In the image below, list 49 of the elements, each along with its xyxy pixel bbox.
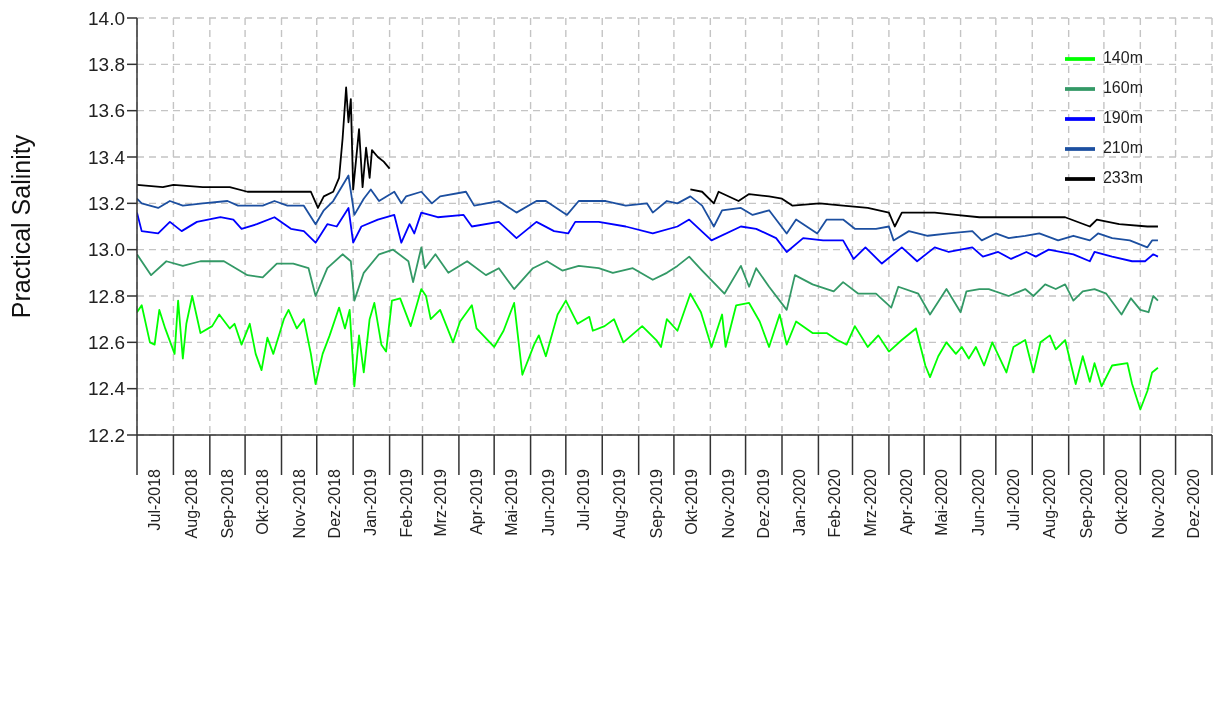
x-tick-label: Okt-2019 (683, 468, 701, 535)
x-tick-label: Aug-2020 (1041, 468, 1059, 539)
y-tick-label: 13.8 (88, 54, 125, 76)
x-tick-label: Feb-2020 (826, 468, 844, 538)
y-tick-label: 13.2 (88, 193, 125, 215)
y-tick-label: 12.6 (88, 332, 125, 354)
legend-label: 210m (1102, 139, 1143, 157)
x-tick-label: Jul-2020 (1005, 468, 1023, 531)
x-tick-label: Sep-2018 (219, 468, 237, 539)
x-tick-label: Aug-2019 (611, 468, 629, 539)
y-tick-label: 12.8 (88, 285, 125, 307)
legend-label: 190m (1102, 109, 1143, 127)
x-tick-label: Mrz-2020 (861, 468, 879, 537)
line-series (137, 288, 1159, 411)
x-tick-label: Nov-2018 (290, 468, 308, 539)
x-tick-label: Okt-2018 (254, 468, 272, 535)
x-tick-label: Feb-2019 (397, 468, 415, 538)
x-tick-label: Dez-2020 (1184, 468, 1202, 539)
x-tick-label: Mai-2019 (503, 468, 521, 536)
x-tick-label: Apr-2019 (468, 468, 486, 535)
y-tick-label: 13.6 (88, 100, 125, 122)
y-tick-label: 12.2 (88, 424, 125, 446)
legend-label: 140m (1102, 49, 1143, 67)
legend-label: 160m (1102, 79, 1143, 97)
line-series (137, 207, 1159, 265)
legend-label: 233m (1102, 169, 1143, 187)
x-tick-label: Jun-2020 (969, 468, 987, 536)
y-tick-label: 14.0 (88, 7, 125, 29)
x-tick-label: Okt-2020 (1113, 468, 1131, 535)
x-tick-label: Dez-2018 (325, 468, 343, 539)
x-tick-label: Apr-2020 (898, 468, 916, 535)
x-tick-label: Nov-2019 (719, 468, 737, 539)
x-tick-label: Sep-2020 (1077, 468, 1095, 539)
x-tick-label: Aug-2018 (182, 468, 200, 539)
x-tick-label: Dez-2019 (754, 468, 772, 539)
x-tick-label: Sep-2019 (647, 468, 665, 539)
x-tick-label: Jan-2020 (791, 468, 809, 536)
y-axis-title: Practical Salinity (6, 134, 35, 319)
y-tick-label: 13.0 (88, 239, 125, 261)
line-series (137, 246, 1159, 316)
x-tick-label: Jul-2019 (575, 468, 593, 531)
x-tick-label: Nov-2020 (1149, 468, 1167, 539)
y-tick-label: 12.4 (88, 378, 126, 400)
x-tick-label: Jul-2018 (146, 468, 164, 531)
x-tick-label: Jan-2019 (362, 468, 380, 536)
y-tick-label: 13.4 (88, 146, 126, 168)
x-tick-label: Mrz-2019 (431, 468, 449, 537)
x-tick-label: Jun-2019 (539, 468, 557, 536)
x-tick-label: Mai-2020 (933, 468, 951, 536)
